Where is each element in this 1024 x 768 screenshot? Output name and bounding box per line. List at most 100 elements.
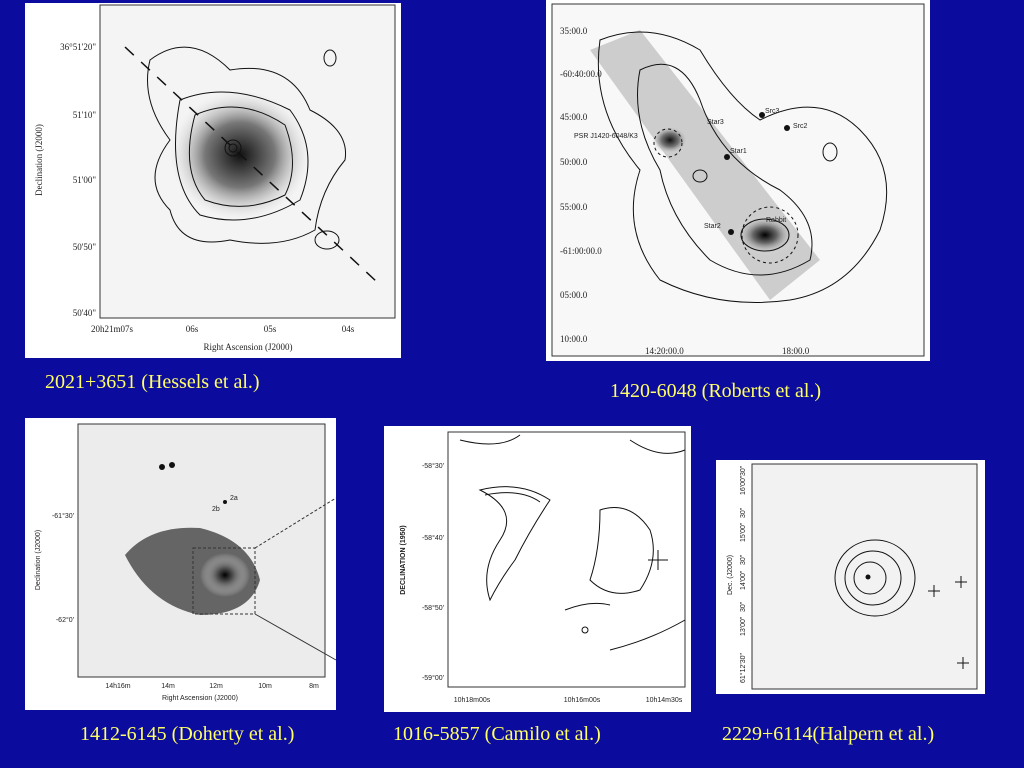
cross: [928, 576, 969, 669]
x-label: Right Ascension (J2000): [162, 695, 238, 702]
y-label: Declination (J2000): [35, 530, 42, 590]
y-tick-label: -61°30': [52, 512, 74, 520]
contour: [175, 91, 309, 221]
contour: [478, 486, 551, 602]
panel-1: Declination (J2000) 36°51'20" 51'10" 51'…: [25, 3, 401, 393]
y-label: DECLINATION (1950): [400, 525, 407, 595]
y-tick-label: -58°40': [422, 534, 444, 542]
circle: [741, 206, 799, 264]
contour: [637, 63, 813, 276]
x-tick-label: 8m: [309, 683, 319, 690]
y-tick-label: -59°00': [422, 674, 444, 682]
source-label: PSR J1420-6048/K3: [574, 133, 638, 140]
contour: [564, 602, 611, 611]
dashed-line: [124, 46, 378, 283]
y-tick-label: 45:00.0: [560, 112, 588, 122]
y-tick-label: -60:40:00.0: [560, 69, 602, 79]
caption: 1016-5857 (Camilo et al.): [393, 723, 601, 745]
contour: [228, 143, 238, 153]
y-tick-label: 51'10": [73, 110, 97, 120]
contour: [822, 142, 838, 162]
x-tick-label: 04s: [342, 324, 355, 334]
source-label: Star3: [707, 119, 724, 126]
y-tick-label: 36°51'20": [60, 42, 96, 52]
x-tick-label: 18:00.0: [782, 346, 810, 356]
panel-2: Src3 Src2 Star3 PSR J1420-6048/K3 Star1 …: [546, 0, 930, 402]
contour: [853, 561, 887, 595]
contour: [224, 139, 242, 157]
caption: 1412-6145 (Doherty et al.): [80, 723, 294, 745]
y-tick-label: -61:00:00.0: [560, 246, 602, 256]
x-tick-label: 10h18m00s: [454, 697, 491, 704]
x-tick-label: 10m: [258, 683, 272, 690]
source-label: Star2: [704, 223, 721, 230]
contour: [188, 106, 293, 207]
plot-frame: [751, 463, 978, 690]
y-tick-label: -62°0': [56, 616, 74, 624]
x-tick-label: 14:20:00.0: [645, 346, 684, 356]
star: [223, 500, 227, 504]
y-tick-label: 30": [740, 554, 747, 565]
source-label: Src3: [765, 108, 780, 115]
star: [159, 464, 165, 470]
emission: [652, 126, 688, 154]
y-tick-label: 51'00": [73, 175, 97, 185]
panel-5: Dec. (J2000) 61°12'30" 13'00" 30" 14'00"…: [716, 460, 985, 745]
y-tick-label: 15'00": [740, 522, 747, 542]
y-tick-label: 10:00.0: [560, 334, 588, 344]
source-label: Rabbit: [766, 217, 786, 224]
emission: [200, 553, 250, 597]
y-label: Declination (J2000): [34, 124, 44, 196]
y-tick-label: 05:00.0: [560, 290, 588, 300]
contour: [740, 218, 790, 252]
source: [724, 154, 730, 160]
y-tick-label: 30": [740, 465, 747, 476]
source-label: Src2: [793, 123, 808, 130]
y-label: Dec. (J2000): [727, 555, 734, 595]
contour: [459, 434, 686, 651]
y-tick-label: 30": [740, 601, 747, 612]
x-tick-label: 14h16m: [105, 683, 130, 690]
y-tick-label: 30": [740, 507, 747, 518]
x-tick-label: 12m: [209, 683, 223, 690]
contour: [589, 507, 654, 594]
y-tick-label: -58°50': [422, 604, 444, 612]
y-tick-label: -58°30': [422, 462, 444, 470]
caption: 1420-6048 (Roberts et al.): [610, 380, 821, 402]
source-label: 2a: [230, 495, 238, 502]
y-tick-label: 61°12'30": [739, 653, 747, 683]
caption: 2021+3651 (Hessels et al.): [45, 371, 260, 393]
star: [169, 462, 175, 468]
x-tick-label: 20h21m07s: [91, 324, 134, 334]
y-tick-label: 55:00.0: [560, 202, 588, 212]
x-tick-label: 10h16m00s: [564, 697, 601, 704]
source-label: Star1: [730, 148, 747, 155]
source: [865, 574, 871, 580]
x-tick-label: 06s: [186, 324, 199, 334]
x-label: Right Ascension (J2000): [204, 342, 293, 352]
y-tick-label: 14'00": [740, 570, 747, 590]
contour: [323, 49, 337, 67]
zoom-line: [254, 613, 337, 661]
panel-4: DECLINATION (1950) -58°30' -58°40' -58°5…: [384, 426, 691, 745]
contour: [314, 230, 340, 250]
source-label: 2b: [212, 506, 220, 513]
plot-frame: [447, 431, 686, 688]
y-tick-label: 13'00": [740, 616, 747, 636]
contour: [581, 626, 589, 634]
y-tick-label: 50'40": [73, 308, 97, 318]
x-tick-label: 05s: [264, 324, 277, 334]
zoom-box: [192, 547, 256, 615]
y-tick-label: 16'00": [740, 475, 747, 495]
circle: [653, 128, 683, 158]
contour: [147, 46, 347, 244]
x-tick-label: 14m: [161, 683, 175, 690]
contour: [834, 539, 916, 617]
source: [784, 125, 790, 131]
zoom-line: [254, 497, 337, 549]
contour: [597, 31, 888, 303]
x-tick-label: 10h14m30s: [646, 697, 683, 704]
caption: 2229+6114(Halpern et al.): [722, 723, 934, 745]
